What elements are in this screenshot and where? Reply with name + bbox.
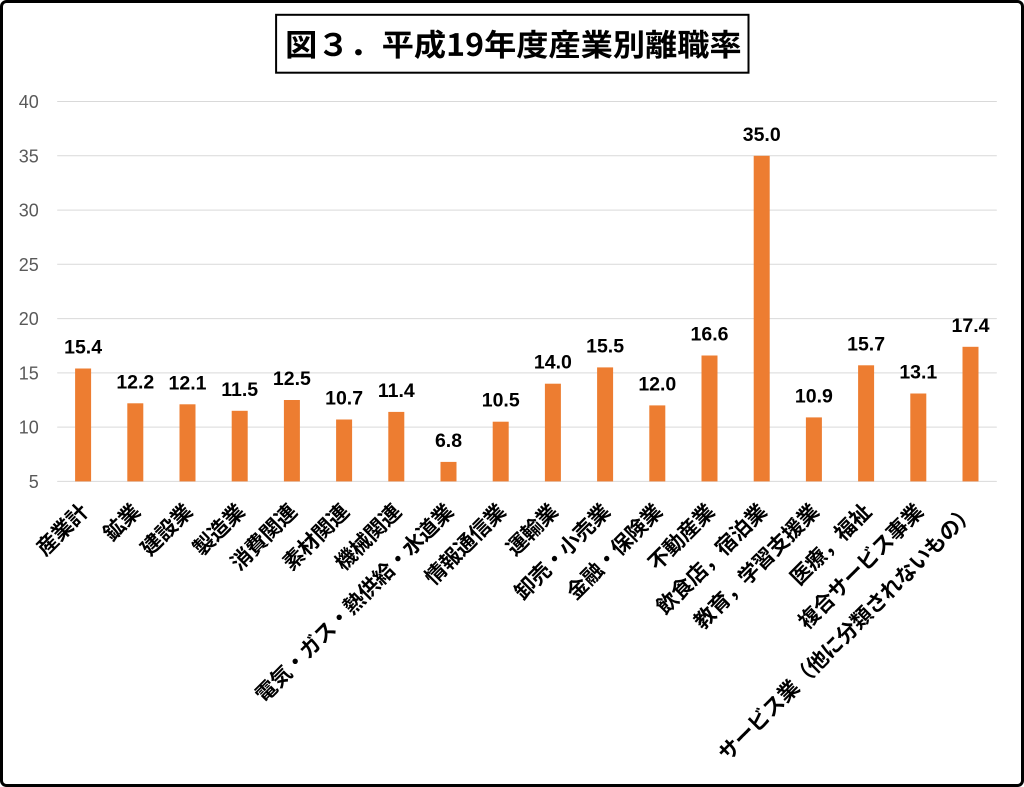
svg-text:6.8: 6.8 — [435, 430, 462, 452]
svg-text:35.0: 35.0 — [743, 124, 781, 146]
svg-text:15.7: 15.7 — [847, 333, 885, 355]
svg-text:10: 10 — [19, 418, 39, 438]
svg-text:14.0: 14.0 — [534, 352, 572, 374]
svg-text:13.1: 13.1 — [899, 362, 937, 384]
svg-text:16.6: 16.6 — [691, 324, 729, 346]
svg-text:12.2: 12.2 — [116, 371, 154, 393]
svg-text:10.7: 10.7 — [325, 388, 363, 410]
svg-text:15.5: 15.5 — [586, 335, 624, 357]
svg-text:25: 25 — [19, 255, 39, 275]
svg-text:20: 20 — [19, 309, 39, 329]
svg-text:40: 40 — [19, 92, 39, 112]
svg-text:17.4: 17.4 — [952, 315, 990, 337]
svg-text:11.4: 11.4 — [378, 380, 415, 402]
svg-text:12.0: 12.0 — [638, 373, 676, 395]
svg-text:5: 5 — [29, 472, 39, 492]
svg-text:11.5: 11.5 — [221, 379, 258, 401]
svg-text:10.5: 10.5 — [482, 390, 520, 412]
svg-text:15: 15 — [19, 364, 39, 384]
svg-text:15.4: 15.4 — [64, 337, 102, 359]
svg-text:12.1: 12.1 — [169, 372, 207, 394]
svg-text:35: 35 — [19, 146, 39, 166]
svg-text:10.9: 10.9 — [795, 385, 833, 407]
svg-text:12.5: 12.5 — [273, 368, 311, 390]
svg-text:30: 30 — [19, 201, 39, 221]
